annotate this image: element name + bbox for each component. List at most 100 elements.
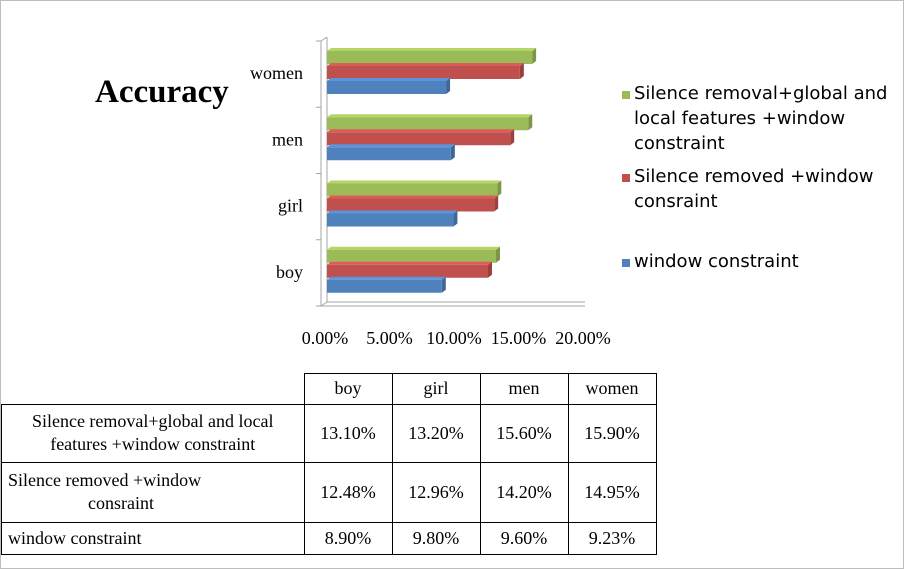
bar-top-face — [327, 210, 458, 214]
x-tick-label: 0.00% — [302, 328, 349, 348]
bar-top-face — [327, 48, 537, 51]
bar — [327, 48, 537, 64]
legend-label: local features +window — [634, 108, 845, 129]
row-label: window constraint — [1, 521, 305, 555]
bar-front-face — [327, 198, 495, 212]
bar-front-face — [327, 51, 533, 64]
legend-label: window constraint — [634, 251, 799, 272]
row-label-line: Silence removed +window — [8, 470, 202, 490]
bar-top-face — [327, 114, 533, 118]
bar-end-face — [494, 195, 499, 212]
bar-front-face — [327, 249, 496, 263]
table-cell: 9.80% — [391, 521, 481, 555]
bar-top-face — [327, 63, 524, 66]
table-col-header: boy — [303, 373, 393, 405]
bar — [327, 180, 502, 197]
bar-end-face — [497, 180, 502, 197]
bar-top-face — [327, 276, 446, 280]
wall-top-edge — [320, 36, 328, 42]
bar-top-face — [327, 246, 500, 250]
chart-title: Accuracy — [95, 74, 229, 110]
bar-top-face — [327, 195, 499, 199]
legend-label: consraint — [634, 191, 718, 212]
table-col-header: girl — [391, 373, 481, 405]
table-row: Silence removal+global and local feature… — [1, 403, 657, 463]
table-cell: 8.90% — [303, 521, 393, 555]
table-cell: 15.90% — [567, 403, 657, 463]
bar-front-face — [327, 81, 447, 94]
bar-end-face — [450, 144, 455, 161]
table-col-header: women — [567, 373, 657, 405]
bar — [327, 78, 451, 94]
table-cell: 12.96% — [391, 461, 481, 523]
row-label: Silence removed +window consraint — [1, 461, 305, 523]
bar-front-face — [327, 117, 529, 131]
legend-label: Silence removed +window — [634, 166, 873, 187]
row-label-line: consraint — [88, 493, 154, 513]
legend-swatch — [622, 91, 630, 99]
row-label-line: features +window constraint — [50, 434, 256, 454]
x-tick-label: 5.00% — [366, 328, 413, 348]
table-cell: 13.20% — [391, 403, 481, 463]
legend: Silence removal+global and local features… — [622, 83, 887, 272]
bar-front-face — [327, 264, 488, 278]
bar-chart: Accuracy boy girl men women 0.00% 5.00% 10.00%… — [95, 36, 887, 348]
category-label: men — [272, 129, 303, 149]
bar — [327, 210, 458, 227]
bar-end-face — [510, 129, 515, 146]
bar-end-face — [532, 48, 537, 64]
category-label: boy — [276, 262, 303, 282]
table-cell: 13.10% — [303, 403, 393, 463]
table-cell: 14.20% — [479, 461, 569, 523]
bar-top-face — [327, 78, 451, 81]
bar-end-face — [495, 246, 500, 263]
row-label-line: window constraint — [8, 527, 142, 548]
table-col-header: men — [479, 373, 569, 405]
floor-edge — [320, 301, 328, 307]
bar-end-face — [487, 261, 492, 278]
bar-front-face — [327, 213, 454, 227]
legend-label: constraint — [634, 133, 725, 154]
bar-end-face — [453, 210, 458, 227]
row-label: Silence removal+global and local feature… — [1, 403, 305, 463]
legend-label: Silence removal+global and — [634, 83, 887, 104]
x-tick-label: 15.00% — [491, 328, 547, 348]
bar — [327, 63, 524, 79]
plot-area: boy girl men women 0.00% 5.00% 10.00% 15.00% 20.… — [250, 36, 611, 348]
table-cell: 9.60% — [479, 521, 569, 555]
bar — [327, 195, 499, 212]
bar — [327, 114, 533, 131]
legend-swatch — [622, 259, 630, 267]
bar-front-face — [327, 66, 520, 79]
x-tick-label: 20.00% — [555, 328, 611, 348]
x-tick-label: 10.00% — [426, 328, 482, 348]
bar-front-face — [327, 183, 498, 197]
bar — [327, 261, 492, 278]
table-cell: 15.60% — [479, 403, 569, 463]
bar — [327, 129, 515, 146]
data-table: boy girl men women Silence removal+globa… — [1, 373, 657, 555]
category-label: women — [250, 63, 303, 83]
bar-top-face — [327, 261, 492, 265]
row-label-line: Silence removal+global and local — [31, 411, 274, 431]
bar-end-face — [446, 78, 451, 94]
table-row: window constraint 8.90% 9.80% 9.60% 9.23… — [1, 521, 657, 555]
bar-top-face — [327, 180, 502, 184]
bar — [327, 144, 455, 161]
bar-top-face — [327, 129, 515, 133]
bar-top-face — [327, 144, 455, 148]
bar-front-face — [327, 147, 451, 161]
table-cell: 14.95% — [567, 461, 657, 523]
table-cell: 9.23% — [567, 521, 657, 555]
bar-front-face — [327, 132, 511, 146]
table-row: Silence removed +window consraint 12.48%… — [1, 461, 657, 523]
bar — [327, 276, 446, 293]
bar-end-face — [519, 63, 524, 79]
table-cell: 12.48% — [303, 461, 393, 523]
bar-front-face — [327, 279, 442, 293]
category-label: girl — [278, 196, 303, 216]
table-header-row: boy girl men women — [1, 373, 657, 405]
bar-end-face — [441, 276, 446, 293]
legend-swatch — [622, 174, 630, 182]
